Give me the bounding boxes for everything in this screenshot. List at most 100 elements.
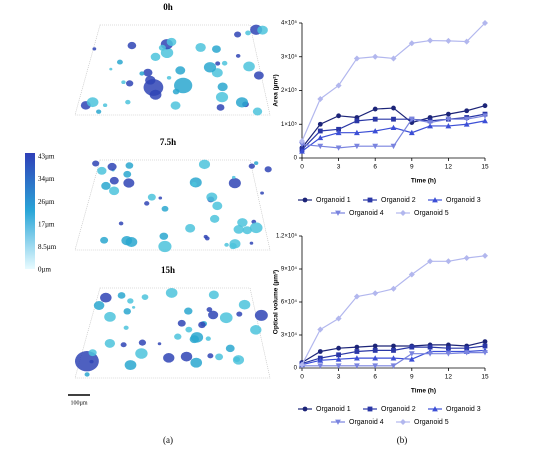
organoid-blob — [190, 357, 203, 368]
data-point — [464, 108, 470, 114]
y-tick-label: 4×10⁵ — [281, 20, 298, 27]
organoid-blob — [233, 225, 244, 234]
data-point — [299, 148, 305, 154]
organoid-blob — [97, 166, 107, 175]
organoid-blob — [117, 292, 126, 299]
data-point — [335, 315, 342, 322]
x-tick-label: 0 — [300, 164, 304, 171]
data-point — [391, 343, 396, 349]
organoid-blob — [189, 335, 199, 344]
organoid-blob — [125, 237, 138, 247]
organoid-blob — [198, 159, 211, 170]
organoid-blob — [212, 201, 223, 211]
data-point — [372, 348, 378, 353]
organoid-blob — [100, 292, 112, 303]
data-point — [354, 344, 360, 350]
time-label: 0h — [163, 2, 173, 12]
organoid-blob — [158, 44, 166, 51]
data-point — [317, 326, 324, 333]
panel-a — [74, 24, 272, 379]
organoid-blob — [229, 242, 237, 250]
data-point — [317, 357, 324, 363]
data-point — [353, 55, 360, 62]
data-point — [408, 40, 415, 47]
y-axis-title: Optical volume (µm³) — [273, 270, 280, 334]
legend-marker — [335, 210, 341, 216]
organoid-blob — [209, 214, 220, 223]
data-point — [445, 37, 452, 44]
legend-label: Organoid 5 — [414, 210, 449, 217]
legend-label: Organoid 1 — [316, 406, 351, 413]
data-point — [372, 363, 379, 369]
data-point — [372, 343, 378, 349]
organoid-blob — [185, 326, 193, 333]
organoid-blob — [235, 97, 249, 108]
colorbar-label: 8.5µm — [38, 243, 57, 251]
legend-label: Organoid 4 — [349, 419, 384, 426]
organoid-blob — [242, 226, 252, 235]
data-point — [427, 123, 433, 129]
organoid-blob — [102, 103, 108, 108]
data-point — [390, 355, 397, 361]
data-point — [463, 350, 470, 356]
data-point — [482, 20, 488, 26]
organoid-blob — [93, 301, 105, 310]
organoid-blob — [207, 353, 214, 359]
data-point — [372, 128, 379, 134]
organoid-blob — [208, 290, 219, 300]
data-point — [390, 143, 397, 150]
legend-label: Organoid 5 — [414, 419, 449, 426]
x-tick-label: 6 — [373, 374, 377, 381]
data-point — [353, 293, 360, 300]
y-tick-label: 1×10⁵ — [281, 121, 298, 128]
organoid-blob — [104, 311, 116, 322]
data-point — [463, 38, 470, 45]
organoid-blob — [253, 161, 259, 165]
legend-marker — [432, 406, 438, 412]
colorbar — [25, 153, 35, 269]
data-point — [482, 350, 488, 356]
data-point — [408, 129, 415, 136]
organoid-blob — [101, 181, 111, 190]
organoid-blob — [217, 82, 228, 92]
data-point — [390, 285, 397, 292]
data-point — [335, 82, 342, 89]
organoid-blob — [236, 311, 243, 317]
organoid-blob — [203, 62, 217, 73]
render-frame — [74, 159, 271, 251]
organoid-blob — [100, 236, 109, 244]
data-point — [391, 348, 396, 353]
organoid-blob — [158, 240, 172, 253]
x-tick-label: 6 — [373, 164, 377, 171]
data-point — [299, 142, 305, 148]
data-point — [391, 105, 396, 111]
x-tick-label: 15 — [481, 374, 489, 381]
data-point — [372, 143, 379, 150]
legend-marker — [367, 406, 373, 412]
data-point — [354, 143, 360, 150]
data-point — [445, 258, 452, 265]
organoid-blob — [92, 47, 97, 51]
data-point — [336, 126, 341, 132]
data-point — [482, 343, 488, 349]
organoid-blob — [123, 308, 131, 315]
organoid-blob — [216, 104, 225, 111]
data-point — [482, 252, 488, 259]
organoid-blob — [215, 353, 224, 361]
organoid-blob — [157, 342, 162, 346]
organoid-blob — [232, 355, 245, 365]
organoid-blob — [89, 359, 94, 364]
x-tick-label: 9 — [410, 374, 414, 381]
organoid-blob — [175, 66, 186, 75]
data-point — [336, 345, 341, 351]
organoid-blob — [123, 170, 132, 178]
organoid-blob — [109, 186, 120, 196]
organoid-blob — [123, 178, 135, 188]
organoid-blob — [248, 163, 255, 169]
data-point — [317, 363, 324, 369]
data-point — [408, 351, 415, 357]
x-tick-label: 12 — [445, 374, 453, 381]
organoid-blob — [219, 312, 233, 324]
data-point — [299, 138, 305, 145]
data-point — [445, 116, 452, 123]
